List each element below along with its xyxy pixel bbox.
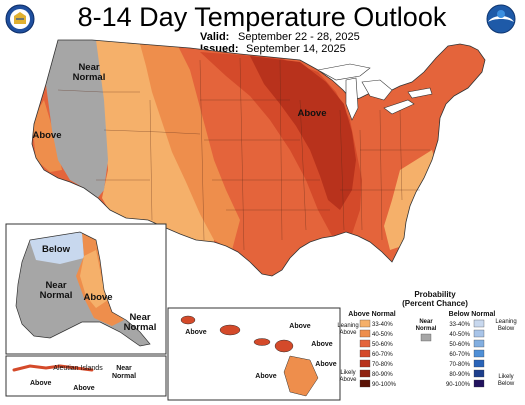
legend-likely-below-line1: Likely [498, 374, 513, 380]
label-hi-above-east: Above [311, 341, 333, 348]
legend-above-swatch-1 [359, 329, 371, 338]
label-midwest-above: Above [297, 108, 326, 119]
label-ak-near-normal-line2: Normal [40, 290, 73, 301]
legend-below-swatch-0 [473, 319, 485, 328]
legend-above-label-5: 80-90% [372, 372, 393, 378]
doc-seal-icon [5, 4, 35, 34]
label-aleutian-near-normal-line2: Normal [112, 373, 136, 380]
legend-above-label-0: 33-40% [372, 322, 393, 328]
label-hi-above-south: Above [315, 361, 337, 368]
legend-above-label-4: 70-80% [372, 362, 393, 368]
legend-leaning-above-line2: Above [339, 330, 357, 336]
legend-above-swatch-3 [359, 349, 371, 358]
legend-above-swatch-6 [359, 379, 371, 388]
label-nw-near-normal-line2: Normal [73, 72, 106, 83]
label-ak-panhandle-near-normal-line1: Near [129, 312, 150, 323]
legend: Probability (Percent Chance) Above Norma… [337, 290, 516, 388]
legend-below-label-6: 90-100% [446, 382, 471, 388]
label-aleutian-near-normal-line1: Near [116, 365, 132, 372]
region-ak-above-33-40 [80, 250, 108, 308]
legend-above-swatch-4 [359, 359, 371, 368]
region-near-normal-nw [44, 40, 108, 200]
legend-leaning-below-line2: Below [498, 326, 515, 332]
legend-above-label-6: 90-100% [372, 382, 397, 388]
label-hi-above-west: Above [185, 329, 207, 336]
label-ak-near-normal-line1: Near [45, 280, 66, 291]
legend-above-label-2: 50-60% [372, 342, 393, 348]
hawaii-inset: Above Above Above Above Above [167, 307, 341, 401]
label-west-above: Above [32, 130, 61, 141]
label-aleutian-above-east: Above [73, 385, 95, 392]
legend-leaning-above-line1: Leaning [337, 323, 358, 329]
region-above-70-80-midwest [250, 56, 356, 210]
legend-above-swatch-2 [359, 339, 371, 348]
label-nw-near-normal-line1: Near [78, 62, 99, 73]
legend-below-label-5: 80-90% [449, 372, 470, 378]
valid-value: September 22 - 28, 2025 [238, 31, 360, 43]
issued-value: September 14, 2025 [246, 43, 346, 55]
legend-below-swatch-2 [473, 339, 485, 348]
legend-above-swatches: 33-40% 40-50% 50-60% 60-70% 70-80% 80-90% 90-1… [359, 319, 397, 388]
legend-near-normal-swatch [420, 333, 432, 342]
legend-likely-below-line2: Below [498, 381, 515, 387]
legend-above-label-1: 40-50% [372, 332, 393, 338]
region-above-40-50-west [140, 44, 240, 250]
legend-below-label-3: 60-70% [449, 352, 470, 358]
label-ak-above: Above [83, 292, 112, 303]
legend-likely-above-line1: Likely [340, 370, 355, 376]
legend-likely-above-line2: Above [339, 377, 357, 383]
legend-below-label-2: 50-60% [449, 342, 470, 348]
aleutian-inset: Above Aleutian Islands Near Normal Above [5, 355, 167, 397]
region-above-40-50-coast [32, 100, 62, 172]
legend-title-line2: (Percent Chance) [402, 299, 468, 308]
legend-below-label-4: 70-80% [449, 362, 470, 368]
label-ak-below: Below [42, 244, 71, 255]
legend-below-swatches: 33-40% 40-50% 50-60% 60-70% 70-80% 80-90% 90-1… [446, 319, 485, 388]
label-hi-above-lower: Above [255, 373, 277, 380]
legend-below-swatch-1 [473, 329, 485, 338]
label-aleutian-islands: Aleutian Islands [53, 365, 103, 372]
legend-above-swatch-5 [359, 369, 371, 378]
legend-below-label-0: 33-40% [449, 322, 470, 328]
label-aleutian-above: Above [30, 380, 52, 387]
legend-above-header: Above Normal [348, 311, 396, 318]
legend-title-line1: Probability [414, 290, 456, 299]
state-borders [57, 57, 430, 251]
legend-below-header: Below Normal [449, 311, 496, 318]
conus-outline [31, 39, 486, 277]
legend-below-swatch-4 [473, 359, 485, 368]
great-lakes [317, 63, 433, 121]
label-hi-above-north: Above [289, 323, 311, 330]
label-ak-panhandle-near-normal-line2: Normal [124, 322, 157, 333]
region-above-40-50-southeast [384, 150, 438, 250]
legend-below-swatch-5 [473, 369, 485, 378]
legend-near-normal-line1: Near [419, 319, 433, 325]
map-title: 8-14 Day Temperature Outlook [78, 2, 447, 32]
valid-label: Valid: [200, 31, 229, 43]
legend-near-normal-line2: Normal [416, 326, 437, 332]
legend-below-swatch-3 [473, 349, 485, 358]
noaa-logo-icon [486, 4, 516, 34]
legend-below-label-1: 40-50% [449, 332, 470, 338]
legend-leaning-below-line1: Leaning [495, 319, 516, 325]
region-above-33-40-west [96, 40, 214, 250]
region-ak-below [28, 232, 84, 264]
legend-above-label-3: 60-70% [372, 352, 393, 358]
legend-above-swatch-0 [359, 319, 371, 328]
legend-below-swatch-6 [473, 379, 485, 388]
alaska-inset: Below Near Normal Above Near Normal [5, 223, 167, 355]
